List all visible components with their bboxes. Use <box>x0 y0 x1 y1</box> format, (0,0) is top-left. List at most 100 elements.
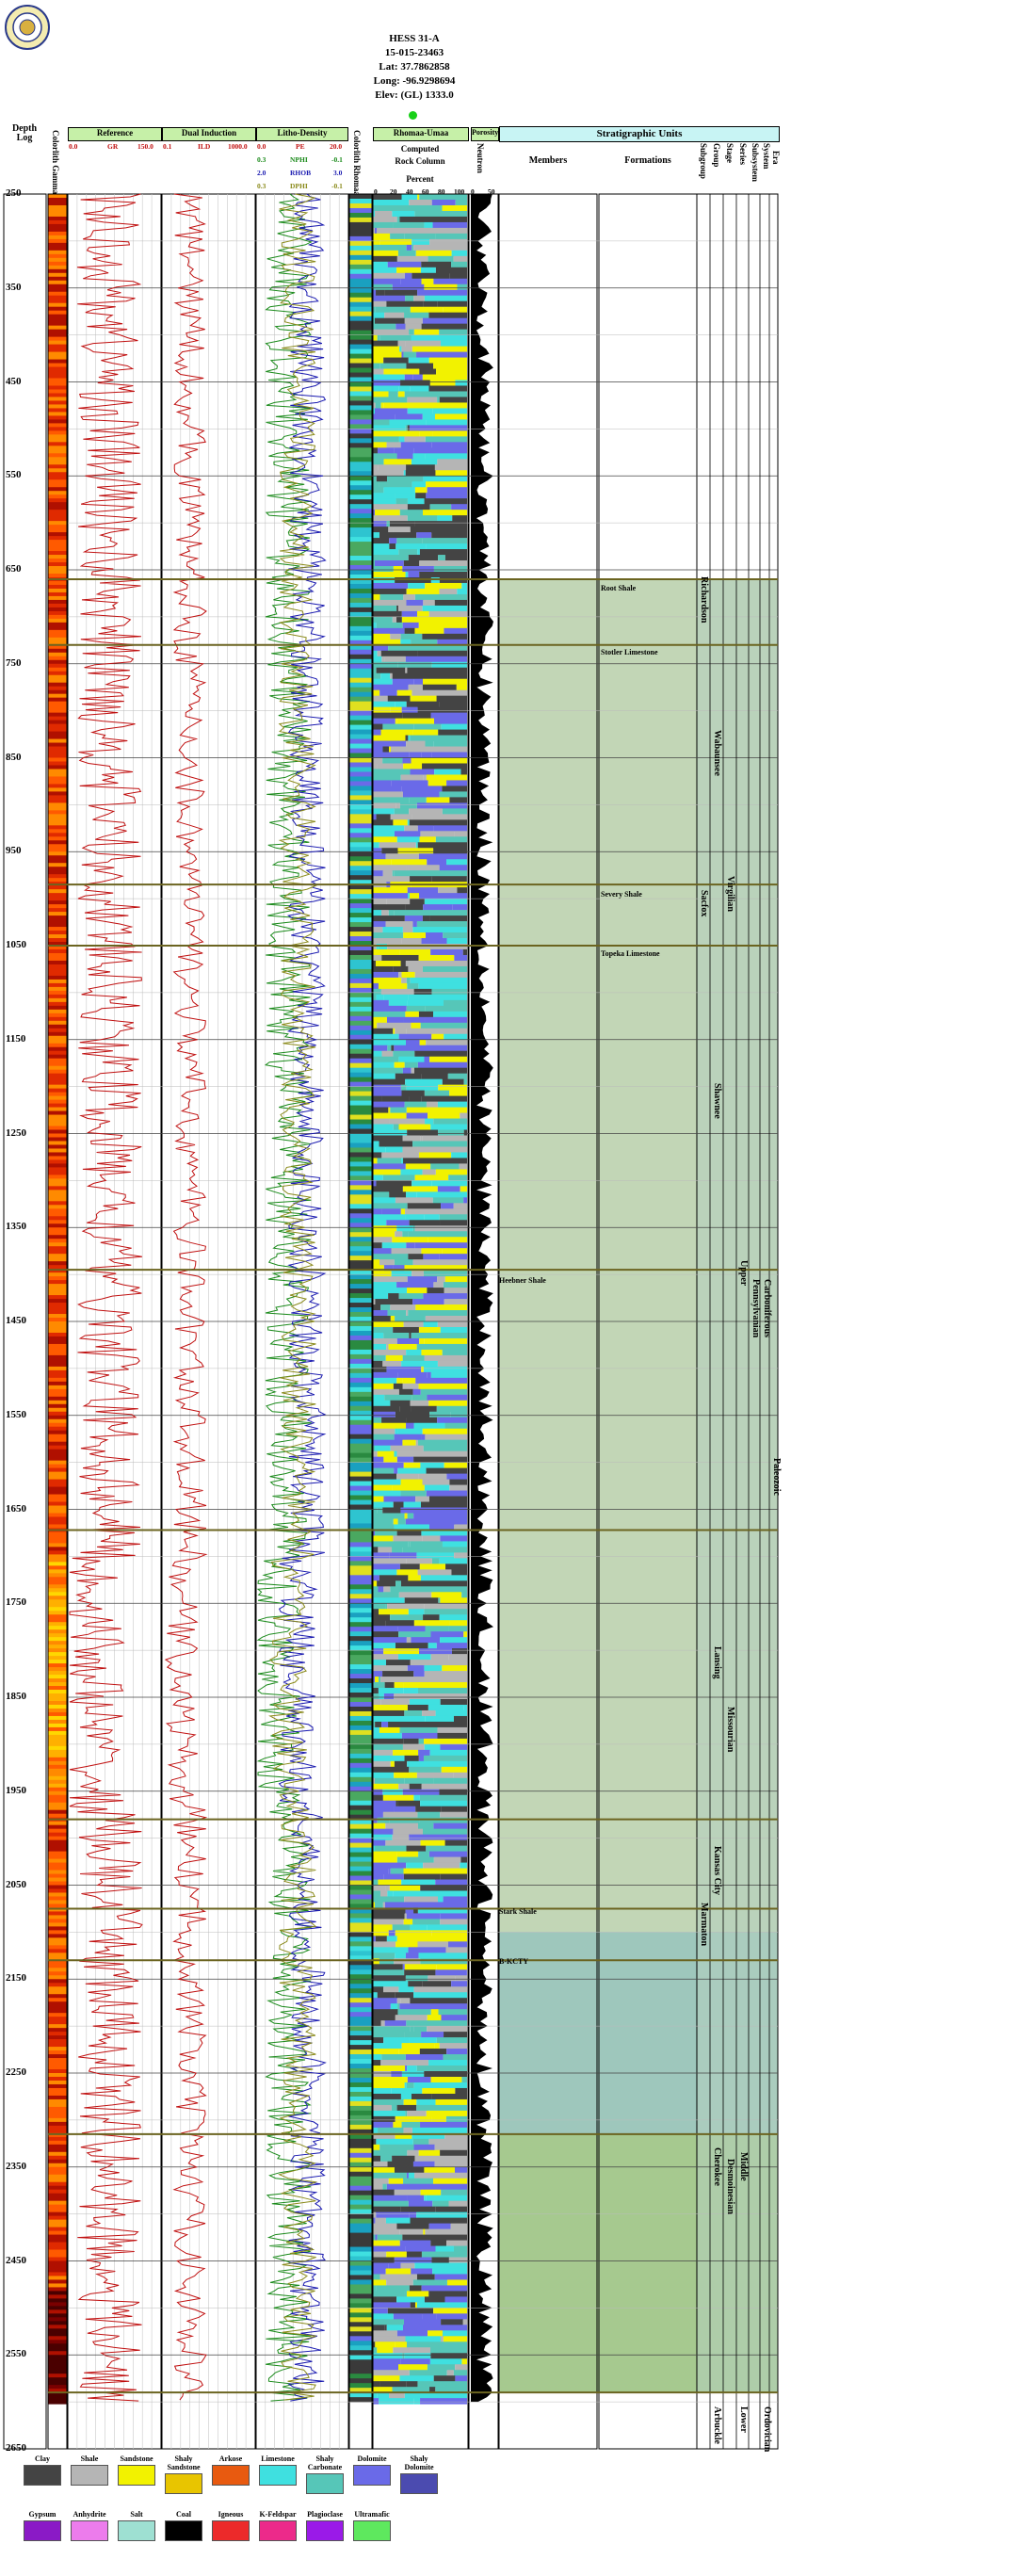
rock-column-cell <box>373 1084 401 1092</box>
rock-column-cell <box>395 2341 407 2348</box>
well-long: Long: -96.9298694 <box>373 75 456 87</box>
colorlith-band <box>48 1043 67 1048</box>
depth-tick-label: 250 <box>6 187 22 199</box>
colorlith-band <box>48 1611 67 1615</box>
colorlith-band <box>48 1223 67 1228</box>
rock-column-cell <box>381 954 419 962</box>
rock-column-cell <box>373 1197 396 1204</box>
rhomaa-colorlith-band <box>349 2242 372 2248</box>
rock-column-cell <box>373 1371 398 1379</box>
rhomaa-colorlith-band <box>349 2012 372 2017</box>
colorlith-band <box>48 1366 67 1371</box>
rhomaa-colorlith-band <box>349 212 372 219</box>
rhomaa-colorlith-band <box>349 2021 372 2027</box>
colorlith-band <box>48 1885 67 1889</box>
rock-column-cell <box>380 988 414 996</box>
nphi-scale-right: -0.1 <box>331 155 343 164</box>
rock-column-cell <box>373 1760 391 1768</box>
rock-column-cell <box>373 763 378 770</box>
rock-column-cell <box>373 752 410 758</box>
rock-column-cell <box>451 1981 467 1987</box>
rock-column-cell <box>373 447 378 454</box>
rhomaa-colorlith-band <box>349 1325 372 1332</box>
rock-column-cell <box>441 2319 463 2325</box>
rock-column-cell <box>386 1936 397 1942</box>
rock-column-cell <box>435 1879 467 1886</box>
member-severy-shale: Severy Shale <box>601 890 642 899</box>
legend-swatch <box>259 2465 297 2486</box>
rhomaa-colorlith-band <box>349 1819 372 1825</box>
rock-column-cell <box>394 1682 404 1689</box>
rock-column-cell <box>394 808 410 815</box>
colorlith-band <box>48 2223 67 2228</box>
rock-column-cell <box>430 1163 460 1170</box>
rhomaa-colorlith-band <box>349 1303 372 1308</box>
rock-column-cell <box>401 1879 436 1886</box>
legend-item: Dolomite <box>350 2454 394 2486</box>
rhomaa-colorlith-band <box>349 2064 372 2069</box>
rhomaa-colorlith-band <box>349 2086 372 2093</box>
rock-column-cell <box>373 842 379 849</box>
rock-column-cell <box>373 515 408 522</box>
rock-column-cell <box>373 1794 383 1802</box>
rock-column-cell <box>410 2026 414 2033</box>
rock-column-cell <box>423 2228 426 2236</box>
colorlith-band <box>48 1641 67 1645</box>
rock-column-cell <box>422 1135 467 1142</box>
rock-column-cell <box>412 2132 445 2140</box>
rock-column-cell <box>431 786 443 792</box>
rhomaa-colorlith-band <box>349 433 372 439</box>
dphi-curve <box>268 193 318 2401</box>
colorlith-band <box>48 1220 67 1224</box>
rhomaa-colorlith-band <box>349 987 372 994</box>
colorlith-band <box>48 659 67 665</box>
rock-column-cell <box>373 2296 397 2303</box>
rock-column-cell <box>373 1811 383 1819</box>
rock-column-cell <box>393 1749 419 1757</box>
rock-column-cell <box>404 1755 419 1762</box>
rock-column-cell <box>383 1873 404 1881</box>
rhomaa-colorlith-band <box>349 1419 372 1426</box>
rock-column-cell <box>407 504 430 510</box>
colorlith-band <box>48 468 67 473</box>
colorlith-band <box>48 938 67 943</box>
rock-column-cell <box>391 859 428 866</box>
colorlith-band <box>48 525 67 529</box>
rock-column-cell <box>421 1366 424 1373</box>
rock-column-cell <box>384 1394 412 1401</box>
rock-column-cell <box>439 1254 467 1260</box>
rock-column-cell <box>383 1693 395 1700</box>
colorlith-band <box>48 1129 67 1134</box>
colorlith-band <box>48 1028 67 1033</box>
rock-column-cell <box>402 1135 421 1142</box>
colorlith-band <box>48 2151 67 2157</box>
rock-column-cell <box>433 825 467 832</box>
colorlith-band <box>48 2106 67 2112</box>
rock-column-cell <box>408 684 423 691</box>
rhomaa-colorlith-band <box>349 870 372 876</box>
rhomaa-colorlith-band <box>349 2002 372 2008</box>
rock-column-cell <box>373 746 383 753</box>
rock-column-cell <box>373 1535 394 1542</box>
rock-column-cell <box>457 887 467 894</box>
colorlith-band <box>48 1186 67 1191</box>
rock-column-cell <box>390 1304 416 1311</box>
rock-column-cell <box>373 560 375 567</box>
rhomaa-colorlith-band <box>349 1852 372 1858</box>
rhomaa-colorlith-band <box>349 452 372 458</box>
colorlith-band <box>48 1403 67 1409</box>
rock-column-cell <box>373 1772 395 1779</box>
rhomaa-colorlith-band <box>349 1932 372 1937</box>
colorlith-band <box>48 912 67 916</box>
rock-column-cell <box>373 1107 389 1114</box>
rock-column-cell <box>417 2381 467 2388</box>
rock-column-cell <box>391 780 428 786</box>
rhomaa-colorlith-band <box>349 2308 372 2313</box>
rock-column-cell <box>376 622 403 629</box>
rhomaa-colorlith-band <box>349 2026 372 2032</box>
colorlith-band <box>48 2020 67 2025</box>
colorlith-band <box>48 997 67 1003</box>
rhomaa-colorlith-band <box>349 2077 372 2083</box>
rhomaa-colorlith-band <box>349 1048 372 1055</box>
rock-column-cell <box>413 244 467 251</box>
